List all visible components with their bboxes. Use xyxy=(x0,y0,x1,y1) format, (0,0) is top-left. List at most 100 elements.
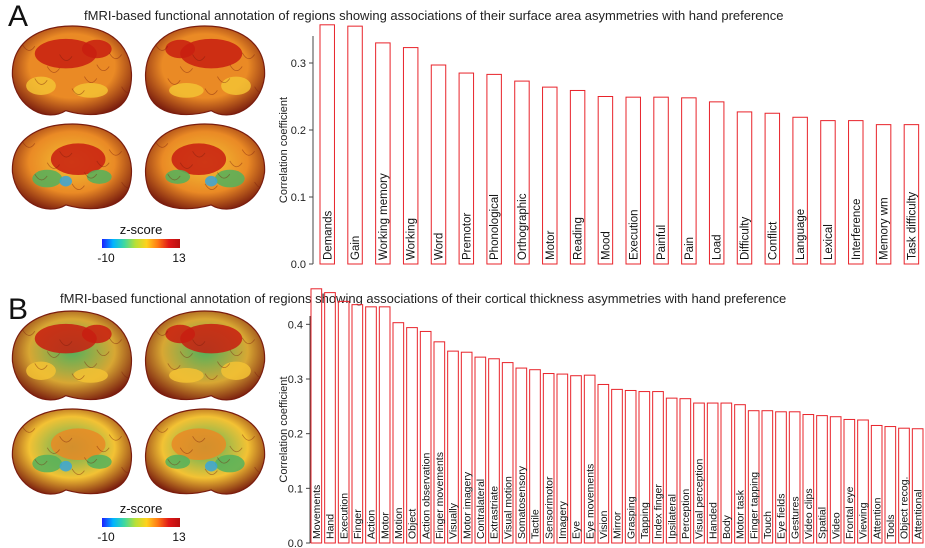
bar-label: Eye movements xyxy=(584,464,596,539)
bar-label: Motion xyxy=(393,507,405,539)
bar-label: Working memory xyxy=(378,173,390,260)
bar xyxy=(542,373,555,544)
bar-label: Finger movements xyxy=(434,452,446,539)
bar-label: Difficulty xyxy=(740,217,752,260)
bar-label: Orthographic xyxy=(517,193,529,260)
bar-label: Ipsilateral xyxy=(666,494,678,539)
bar-label: Task difficulty xyxy=(906,192,918,260)
bar-label: Memory wm xyxy=(879,197,891,260)
bar xyxy=(775,411,787,544)
y-tick-label: 0.0 xyxy=(291,259,306,271)
bar-label: Contralateral xyxy=(475,479,487,539)
colorbar-max: 13 xyxy=(172,251,186,265)
bar-label: Video xyxy=(830,512,842,539)
bar xyxy=(406,327,418,544)
bar xyxy=(310,288,323,544)
bar-label: Attentional xyxy=(912,489,924,539)
bar xyxy=(820,120,836,265)
bar xyxy=(392,322,405,544)
bar-label: Lexical xyxy=(823,224,835,260)
bar-label: Index finger xyxy=(653,484,665,539)
bar-label: Conflict xyxy=(767,221,779,260)
brain-lateral-left xyxy=(11,25,133,116)
y-tick-label: 0.1 xyxy=(288,483,303,495)
bar-label: Visual motion xyxy=(502,476,514,539)
colorbar-label: z-score xyxy=(120,222,163,237)
bar-chart-a: 0.0 0.1 0.2 0.3 Correlation coefficient Deman… xyxy=(278,24,920,271)
brain-lateral-left xyxy=(11,310,133,401)
bar xyxy=(816,415,828,544)
bar xyxy=(638,391,651,544)
bar xyxy=(430,64,447,265)
bar xyxy=(625,96,641,265)
bar-label: Action xyxy=(366,510,378,539)
bar-label: Action observation xyxy=(420,452,432,539)
bar-label: Frontal eye xyxy=(844,486,856,539)
bar xyxy=(843,418,856,544)
bar-label: Touch xyxy=(762,511,774,539)
bar xyxy=(829,416,842,544)
bar xyxy=(324,292,336,544)
bar-label: Word xyxy=(434,233,446,260)
bar-label: Movements xyxy=(311,485,323,539)
bar xyxy=(720,402,733,544)
bar-label: Mirror xyxy=(612,511,624,539)
bar-label: Premotor xyxy=(461,213,473,260)
bar-label: Motor xyxy=(545,230,557,260)
bar xyxy=(542,86,558,265)
colorbar-max: 13 xyxy=(172,530,186,544)
brain-lateral-right xyxy=(144,25,266,116)
bar xyxy=(488,358,500,544)
bar xyxy=(802,414,815,544)
bar xyxy=(402,47,419,265)
bar xyxy=(458,72,475,265)
bar xyxy=(529,369,541,544)
bar-label: Eye xyxy=(571,521,583,539)
bar xyxy=(556,373,569,544)
bar-label: Painful xyxy=(656,225,668,260)
bar-label: Object xyxy=(407,509,419,539)
bar xyxy=(747,410,760,544)
bar xyxy=(365,306,377,544)
bar-label: Viewing xyxy=(858,502,870,539)
bar xyxy=(706,402,719,544)
bar-label: Gain xyxy=(350,236,362,260)
bar-label: Grasping xyxy=(625,496,637,539)
y-axis-label: Correlation coefficient xyxy=(278,376,290,482)
bar xyxy=(351,304,364,544)
bar xyxy=(486,73,502,265)
bar xyxy=(433,341,446,544)
bar xyxy=(708,101,725,265)
bar-label: Tapping xyxy=(639,502,651,539)
brain-medial-right xyxy=(144,123,266,210)
bar xyxy=(734,404,746,544)
bar xyxy=(736,111,753,265)
y-tick-label: 0.1 xyxy=(291,192,306,204)
bar-label: Language xyxy=(795,209,807,260)
bar xyxy=(570,375,582,544)
bar-label: Execution xyxy=(338,493,350,539)
bar xyxy=(764,112,781,265)
bar xyxy=(347,25,363,265)
bar-label: Tactile xyxy=(530,509,542,539)
bar-label: Motor task xyxy=(735,489,747,539)
bar-label: Reading xyxy=(573,217,585,260)
bar xyxy=(898,427,910,544)
bar xyxy=(419,330,432,544)
brain-surface-maps-a: z-score -10 13 xyxy=(11,25,266,265)
bar xyxy=(848,120,864,265)
bar xyxy=(624,389,637,544)
bar xyxy=(870,424,883,544)
bar xyxy=(375,42,391,265)
bar-label: Mood xyxy=(600,231,612,260)
bar-label: Spatial xyxy=(817,507,829,539)
bar xyxy=(583,374,596,544)
bar xyxy=(693,402,705,544)
bar xyxy=(653,96,669,265)
bar-label: Perception xyxy=(680,489,692,539)
bar xyxy=(569,89,586,265)
bar xyxy=(652,391,664,544)
bar-label: Finger tapping xyxy=(748,472,760,539)
bar-label: Visual perception xyxy=(694,458,706,539)
